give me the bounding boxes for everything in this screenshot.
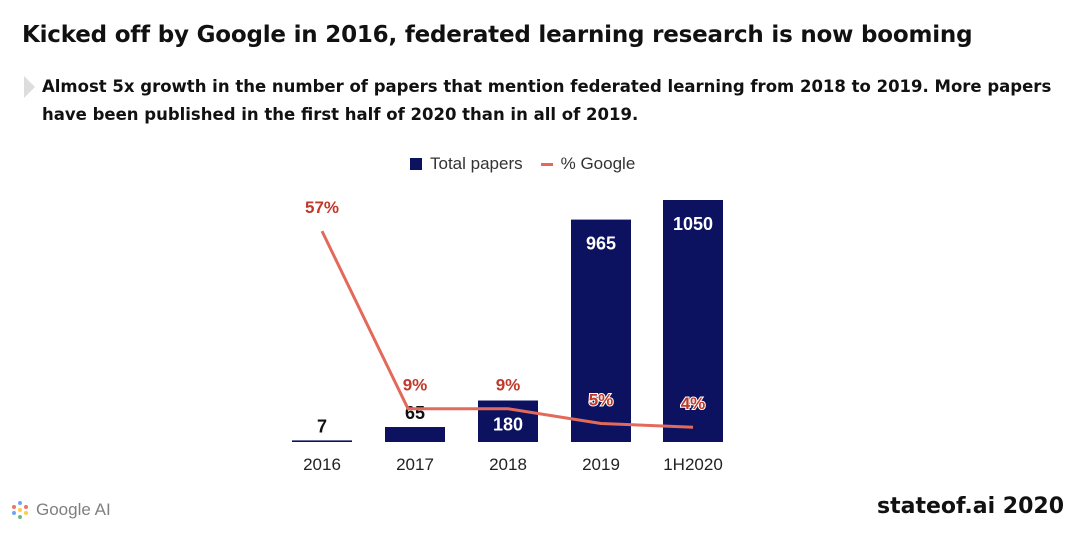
bar-1h2020 [663, 200, 723, 442]
google-ai-dots-icon [12, 501, 28, 519]
legend-bar-swatch [410, 158, 422, 170]
bar-value-label: 1050 [673, 214, 713, 234]
bar-2016 [292, 440, 352, 442]
x-tick-label: 1H2020 [663, 455, 723, 474]
legend-item-total-papers: Total papers [410, 154, 523, 174]
line-value-label: 57% [305, 198, 339, 217]
bar-value-label: 965 [586, 234, 616, 254]
x-tick-label: 2019 [582, 455, 620, 474]
legend-item-google-share: % Google [540, 154, 636, 174]
bar-value-label: 7 [317, 416, 327, 436]
x-tick-label: 2017 [396, 455, 434, 474]
bar-2017 [385, 427, 445, 442]
line-value-label: 9% [403, 376, 428, 395]
page-subtitle: Almost 5x growth in the number of papers… [42, 77, 1052, 124]
google-share-line [320, 230, 694, 429]
legend-line-swatch [540, 162, 553, 166]
bar-2019 [571, 219, 631, 442]
chart-legend: Total papers % Google [410, 154, 653, 174]
google-ai-logo: Google AI [10, 500, 111, 520]
line-value-label: 5% [589, 391, 614, 410]
line-value-label: 9% [496, 376, 521, 395]
line-value-label: 4% [681, 394, 706, 413]
x-tick-label: 2018 [489, 455, 527, 474]
page-title: Kicked off by Google in 2016, federated … [22, 22, 973, 48]
bullet-arrow-icon [24, 76, 35, 98]
source-footer: stateof.ai 2020 [876, 494, 1064, 519]
legend-label-google-share: % Google [560, 154, 636, 173]
bar-value-label: 180 [493, 415, 523, 435]
legend-label-total-papers: Total papers [430, 154, 523, 173]
x-tick-label: 2016 [303, 455, 341, 474]
google-ai-logo-text: Google AI [36, 500, 111, 519]
